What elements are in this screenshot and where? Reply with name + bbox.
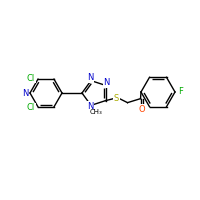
Text: N: N xyxy=(103,78,110,87)
Text: Cl: Cl xyxy=(27,74,35,83)
Text: F: F xyxy=(179,88,183,97)
Text: S: S xyxy=(114,94,119,103)
Text: N: N xyxy=(22,88,28,98)
Text: N: N xyxy=(87,73,93,82)
Text: Cl: Cl xyxy=(27,103,35,112)
Text: CH₃: CH₃ xyxy=(90,109,102,115)
Text: N: N xyxy=(87,102,93,111)
Text: O: O xyxy=(138,105,145,114)
